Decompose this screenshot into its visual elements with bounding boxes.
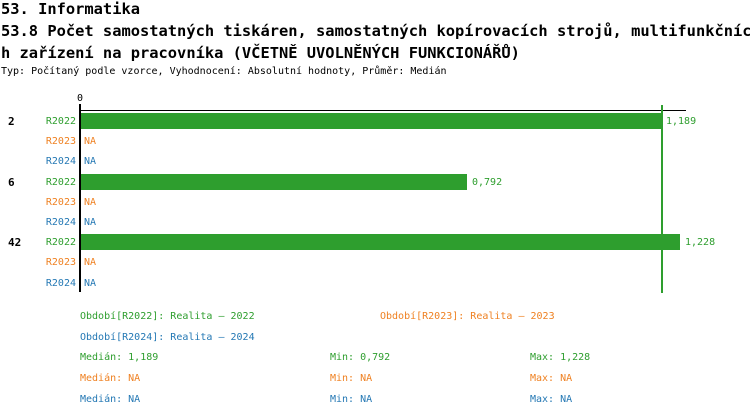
chart-row: R2024 NA xyxy=(0,212,750,232)
page-title-line-3: h zařízení na pracovníka (VČETNĚ UVOLNĚN… xyxy=(1,44,520,62)
na-label: NA xyxy=(84,136,97,148)
na-label: NA xyxy=(84,156,97,168)
series-label: R2022 xyxy=(45,115,76,127)
na-label: NA xyxy=(84,277,97,289)
group-label: 6 xyxy=(8,175,15,189)
chart-row: R2023 NA xyxy=(0,253,750,273)
series-label: R2024 xyxy=(45,216,76,228)
series-label: R2023 xyxy=(45,136,76,148)
chart-row: R2024 NA xyxy=(0,273,750,293)
chart-meta-line: Typ: Počítaný podle vzorce, Vyhodnocení:… xyxy=(1,66,447,77)
top-axis-line xyxy=(80,110,686,111)
chart-row: R2023 NA xyxy=(0,132,750,152)
series-label: R2022 xyxy=(45,176,76,188)
stat-cell: Max: 1,228 xyxy=(530,352,591,363)
chart-row: 2 R2022 1,189 xyxy=(0,111,750,131)
series-label: R2024 xyxy=(45,277,76,289)
bar-value-label: 0,792 xyxy=(472,176,503,188)
chart-row: R2023 NA xyxy=(0,192,750,212)
stat-cell: Min: NA xyxy=(330,373,373,384)
value-axis-line xyxy=(79,104,81,292)
page-title-line-2: 53.8 Počet samostatných tiskáren, samost… xyxy=(1,22,750,40)
chart-row: 6 R2022 0,792 xyxy=(0,172,750,192)
stat-cell: Min: 0,792 xyxy=(330,352,391,363)
median-line xyxy=(661,105,663,293)
stat-cell: Max: NA xyxy=(530,373,573,384)
bar-value-label: 1,228 xyxy=(685,237,716,249)
na-label: NA xyxy=(84,257,97,269)
legend-item: Období[R2023]: Realita – 2023 xyxy=(380,311,555,322)
chart-row: R2024 NA xyxy=(0,152,750,172)
stat-cell: Medián: NA xyxy=(80,394,141,405)
group-label: 2 xyxy=(8,114,15,128)
legend-item: Období[R2022]: Realita – 2022 xyxy=(80,311,255,322)
series-label: R2023 xyxy=(45,257,76,269)
stat-cell: Medián: NA xyxy=(80,373,141,384)
page-title-line-1: 53. Informatika xyxy=(1,0,140,18)
na-label: NA xyxy=(84,196,97,208)
series-label: R2024 xyxy=(45,156,76,168)
bar xyxy=(81,234,680,251)
stat-cell: Min: NA xyxy=(330,394,373,405)
stat-cell: Medián: 1,189 xyxy=(80,352,159,363)
bar xyxy=(81,173,467,190)
na-label: NA xyxy=(84,216,97,228)
bar xyxy=(81,112,661,129)
bar-value-label: 1,189 xyxy=(666,115,697,127)
stat-cell: Max: NA xyxy=(530,394,573,405)
series-label: R2023 xyxy=(45,196,76,208)
group-label: 42 xyxy=(8,236,22,250)
chart-row: 42 R2022 1,228 xyxy=(0,233,750,253)
zero-tick-label: 0 xyxy=(76,93,84,104)
series-label: R2022 xyxy=(45,237,76,249)
legend-item: Období[R2024]: Realita – 2024 xyxy=(80,332,255,343)
